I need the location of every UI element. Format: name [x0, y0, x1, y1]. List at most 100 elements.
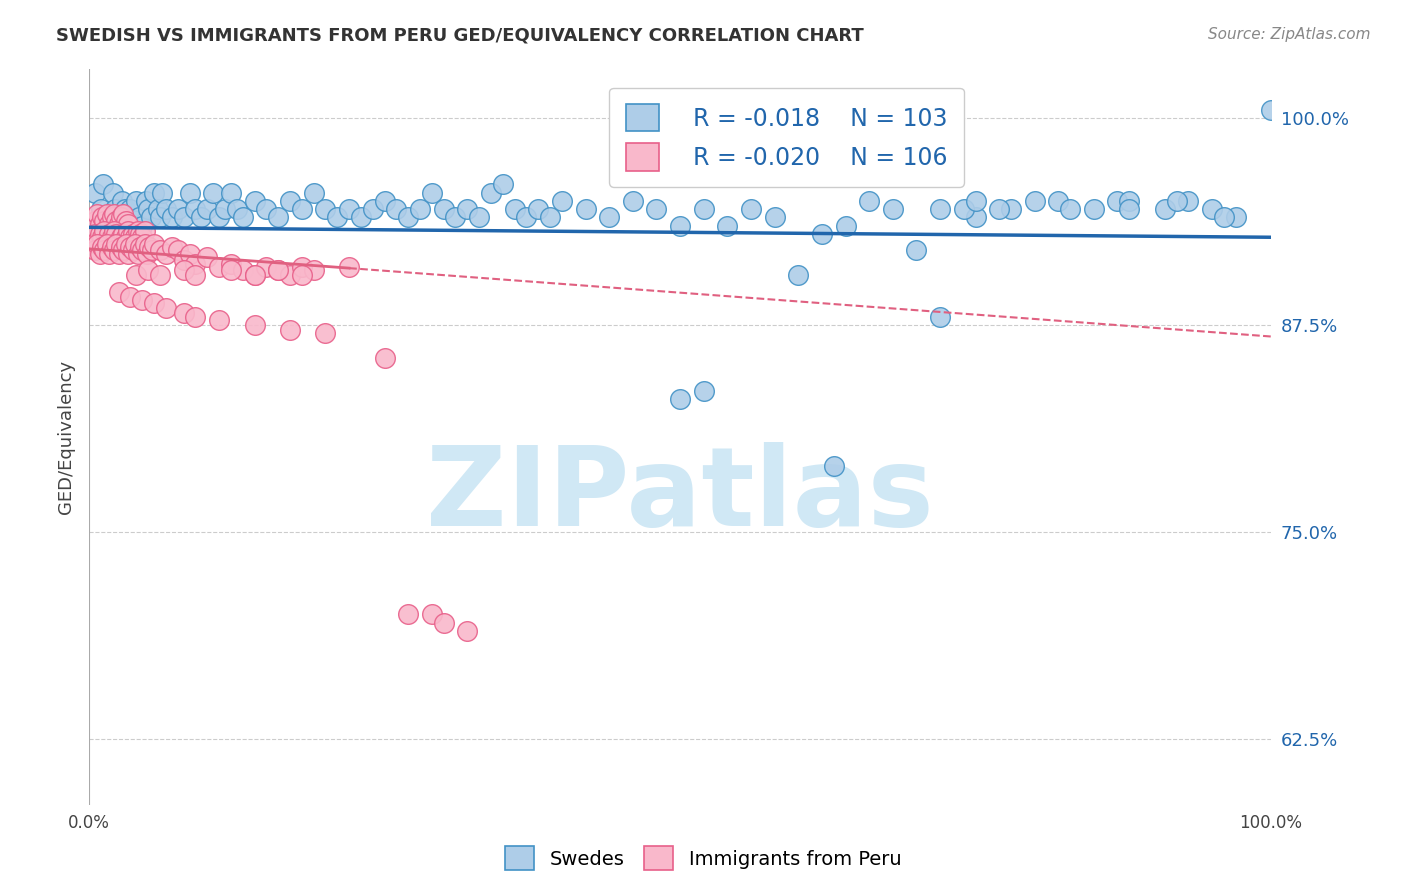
Point: [117, 217, 139, 231]
Point: [90, 202, 112, 216]
Point: [96, 234, 118, 248]
Point: [86, 236, 108, 251]
Point: [574, 202, 596, 216]
Point: [89, 217, 111, 231]
Point: [84, 186, 107, 200]
Point: [124, 230, 146, 244]
Point: [125, 194, 148, 208]
Point: [139, 211, 162, 225]
Point: [141, 244, 163, 258]
Text: ZIPatlas: ZIPatlas: [426, 442, 934, 549]
Point: [104, 202, 127, 216]
Point: [100, 230, 122, 244]
Point: [195, 250, 218, 264]
Point: [291, 268, 314, 283]
Point: [337, 202, 360, 216]
Point: [166, 202, 188, 216]
Point: [396, 211, 419, 225]
Point: [179, 247, 201, 261]
Point: [278, 194, 301, 208]
Point: [89, 227, 111, 241]
Point: [155, 202, 177, 216]
Point: [128, 211, 150, 225]
Point: [91, 211, 114, 225]
Point: [214, 202, 236, 216]
Point: [195, 202, 218, 216]
Point: [134, 224, 156, 238]
Point: [433, 202, 456, 216]
Point: [184, 310, 207, 324]
Point: [291, 202, 314, 216]
Point: [98, 217, 121, 231]
Point: [243, 268, 266, 283]
Point: [302, 263, 325, 277]
Point: [143, 186, 166, 200]
Point: [149, 244, 172, 258]
Point: [1107, 194, 1129, 208]
Point: [208, 260, 231, 274]
Point: [314, 326, 336, 341]
Point: [740, 202, 762, 216]
Point: [965, 211, 987, 225]
Point: [131, 244, 153, 258]
Point: [105, 213, 128, 227]
Point: [669, 219, 692, 233]
Point: [135, 194, 157, 208]
Point: [146, 202, 169, 216]
Point: [110, 211, 132, 225]
Point: [350, 211, 373, 225]
Point: [551, 194, 574, 208]
Point: [149, 211, 172, 225]
Point: [136, 263, 159, 277]
Point: [166, 244, 188, 258]
Point: [179, 186, 201, 200]
Point: [243, 194, 266, 208]
Point: [267, 263, 290, 277]
Point: [527, 202, 550, 216]
Point: [120, 230, 142, 244]
Point: [693, 202, 716, 216]
Point: [112, 227, 135, 241]
Point: [621, 194, 644, 208]
Point: [1225, 211, 1247, 225]
Point: [823, 458, 845, 473]
Point: [131, 293, 153, 307]
Point: [143, 236, 166, 251]
Point: [84, 244, 107, 258]
Point: [91, 178, 114, 192]
Point: [112, 244, 135, 258]
Point: [645, 202, 668, 216]
Point: [98, 247, 121, 261]
Point: [763, 211, 786, 225]
Point: [149, 268, 172, 283]
Point: [114, 202, 136, 216]
Point: [100, 240, 122, 254]
Point: [120, 202, 142, 216]
Point: [160, 211, 183, 225]
Point: [965, 194, 987, 208]
Point: [136, 202, 159, 216]
Point: [787, 268, 810, 283]
Point: [107, 247, 129, 261]
Point: [433, 615, 456, 630]
Point: [89, 247, 111, 261]
Point: [96, 211, 118, 225]
Point: [1153, 202, 1175, 216]
Point: [115, 211, 138, 225]
Point: [184, 268, 207, 283]
Point: [208, 313, 231, 327]
Point: [136, 247, 159, 261]
Point: [91, 230, 114, 244]
Point: [409, 202, 432, 216]
Point: [444, 211, 467, 225]
Point: [127, 247, 149, 261]
Text: Source: ZipAtlas.com: Source: ZipAtlas.com: [1208, 27, 1371, 42]
Point: [225, 202, 247, 216]
Point: [120, 240, 142, 254]
Point: [314, 202, 336, 216]
Point: [105, 236, 128, 251]
Point: [834, 219, 856, 233]
Point: [202, 186, 225, 200]
Point: [105, 227, 128, 241]
Point: [110, 240, 132, 254]
